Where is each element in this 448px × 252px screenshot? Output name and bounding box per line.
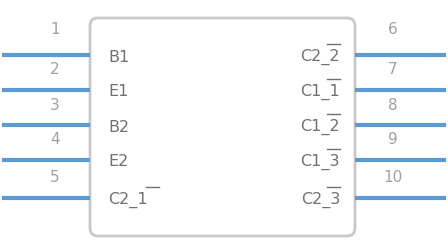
Text: C1_1: C1_1 bbox=[300, 84, 340, 100]
Text: 10: 10 bbox=[383, 171, 403, 185]
Text: B2: B2 bbox=[108, 119, 129, 135]
Text: C2_2: C2_2 bbox=[301, 49, 340, 65]
Text: 2: 2 bbox=[50, 62, 60, 78]
Text: B1: B1 bbox=[108, 49, 129, 65]
Text: 1: 1 bbox=[50, 22, 60, 38]
Text: C2_1: C2_1 bbox=[108, 192, 148, 208]
Text: 7: 7 bbox=[388, 62, 398, 78]
Text: 9: 9 bbox=[388, 133, 398, 147]
Text: C1_3: C1_3 bbox=[301, 154, 340, 170]
Text: 8: 8 bbox=[388, 98, 398, 112]
Text: 3: 3 bbox=[50, 98, 60, 112]
Text: 5: 5 bbox=[50, 171, 60, 185]
Text: E2: E2 bbox=[108, 154, 128, 170]
Text: 4: 4 bbox=[50, 133, 60, 147]
Text: E1: E1 bbox=[108, 84, 129, 100]
Text: C2_3: C2_3 bbox=[301, 192, 340, 208]
Text: C1_2: C1_2 bbox=[300, 119, 340, 135]
Text: 6: 6 bbox=[388, 22, 398, 38]
FancyBboxPatch shape bbox=[90, 18, 355, 236]
